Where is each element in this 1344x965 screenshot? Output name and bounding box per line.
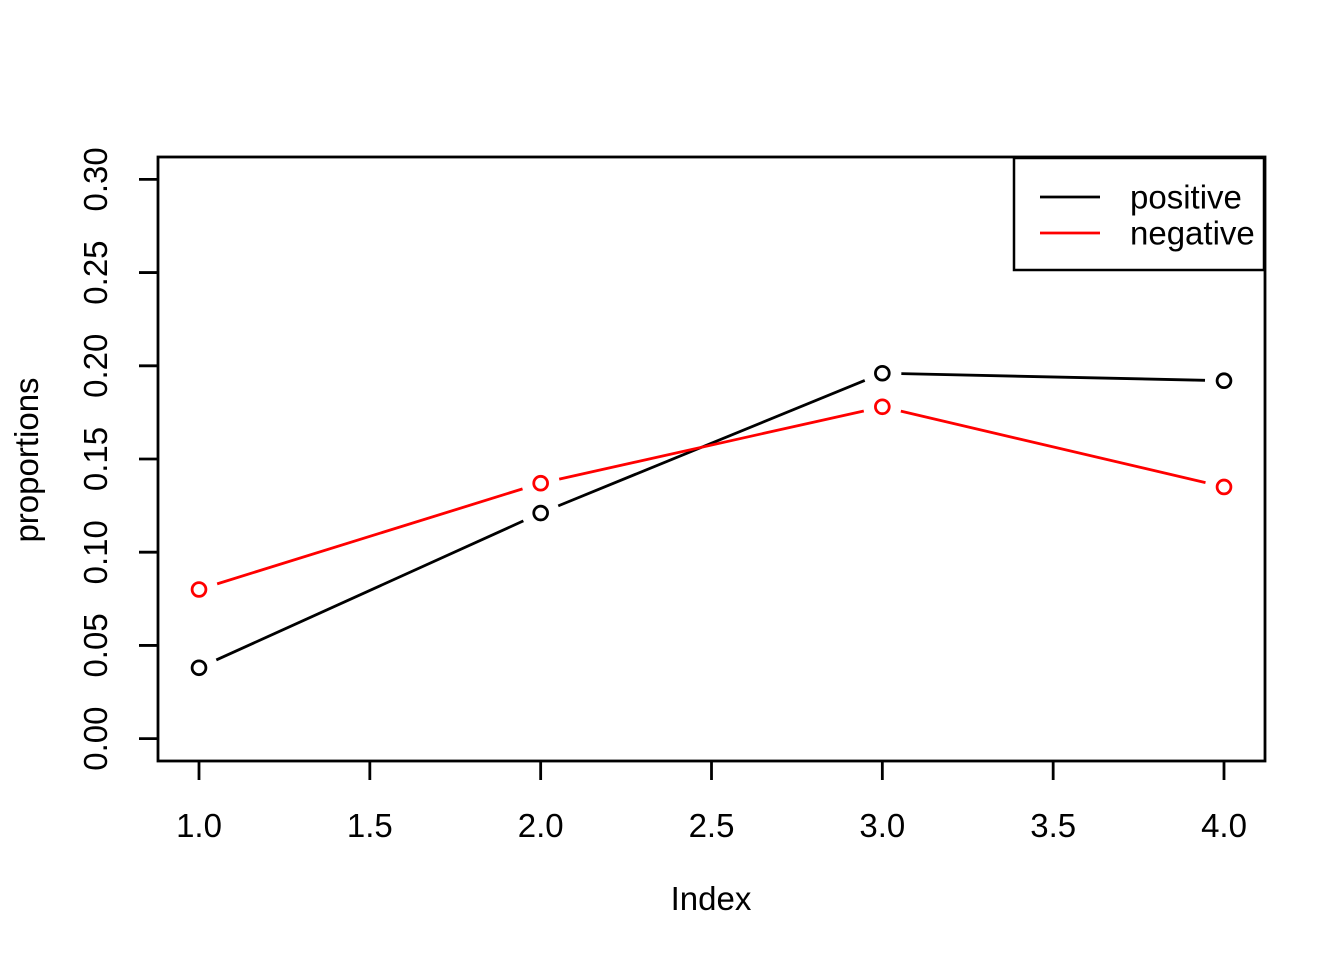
series-positive-marker	[1215, 372, 1233, 390]
y-tick-label: 0.15	[77, 427, 114, 491]
x-tick-label: 3.0	[859, 807, 905, 844]
y-tick-label: 0.30	[77, 147, 114, 211]
series-negative-segment	[558, 409, 865, 481]
x-axis-title: Index	[671, 880, 752, 917]
legend-label: positive	[1130, 179, 1242, 216]
series-positive-segment	[215, 519, 524, 662]
y-tick-label: 0.20	[77, 334, 114, 398]
legend-box	[1012, 156, 1266, 272]
y-tick-label: 0.00	[77, 707, 114, 771]
x-tick-label: 1.5	[347, 807, 393, 844]
y-tick-label: 0.10	[77, 520, 114, 584]
x-tick-label: 4.0	[1201, 807, 1247, 844]
series-positive-marker	[190, 659, 208, 677]
plot-area: 1.0 1.5 2.0 2.5 3.0 3.5 4.0 0.00 0.05 0.10 0.15 0.2…	[77, 147, 1267, 844]
legend-label: negative	[1130, 215, 1255, 252]
x-tick-label: 2.0	[518, 807, 564, 844]
series-positive-segment	[557, 379, 866, 508]
y-axis-title: proportions	[8, 377, 45, 542]
series-negative-marker	[874, 398, 891, 416]
x-tick-label: 1.0	[176, 807, 222, 844]
series-negative-segment	[216, 487, 523, 586]
x-tick-label: 3.5	[1030, 807, 1076, 844]
series-negative-marker	[1215, 478, 1233, 496]
series-negative-marker	[532, 474, 549, 492]
series-negative-marker	[190, 581, 208, 598]
series-negative-segment	[900, 409, 1206, 484]
y-tick-label: 0.05	[77, 613, 114, 677]
series-positive-marker	[874, 364, 891, 382]
series-positive-segment	[901, 372, 1206, 382]
y-tick-label: 0.25	[77, 240, 114, 304]
series-positive-marker	[532, 504, 549, 522]
x-tick-label: 2.5	[689, 807, 735, 844]
